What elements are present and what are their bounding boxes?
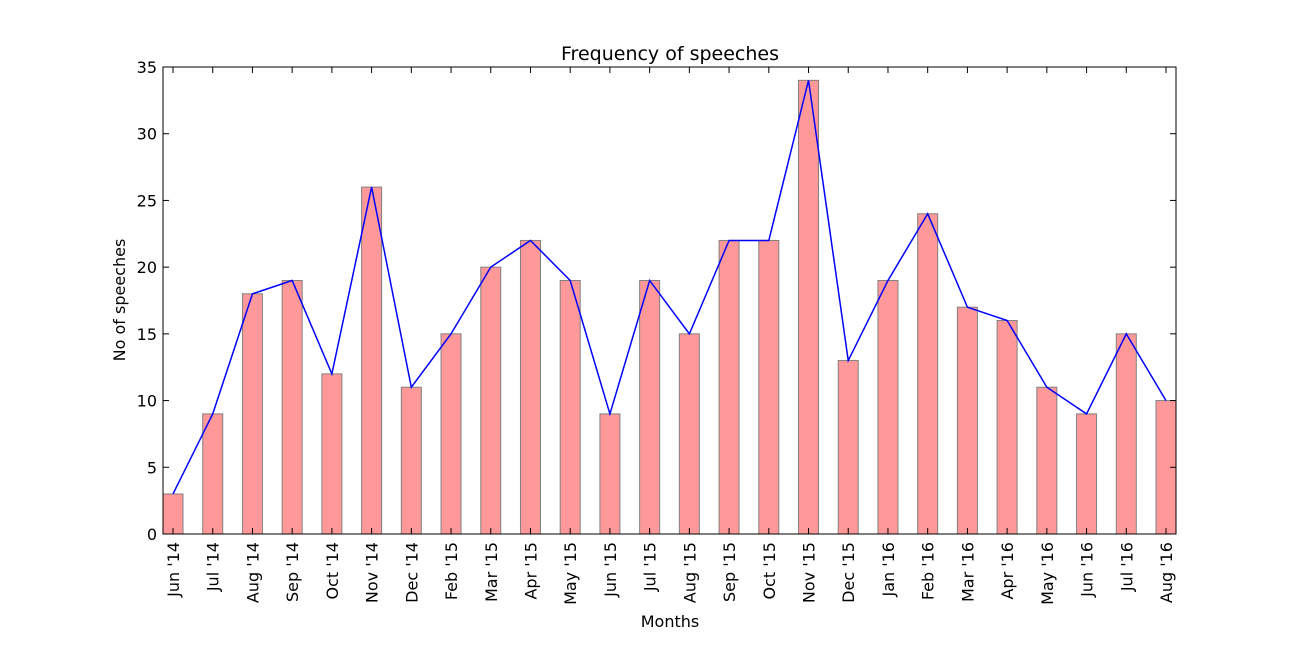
bar [321,373,343,535]
x-tick-label: Jun '15 [601,542,620,598]
x-tick-label: Sep '14 [283,542,302,602]
x-tick-label: Nov '14 [363,542,382,603]
bar [917,213,939,535]
y-tick-label: 35 [137,58,157,77]
x-axis-label: Months [641,612,699,631]
x-tick-label: Jun '16 [1078,542,1097,598]
x-tick-label: Feb '15 [442,542,461,600]
bar [1076,413,1098,535]
bar [639,279,661,535]
y-tick-label: 15 [137,325,157,344]
y-tick-label: 10 [137,392,157,411]
x-tick-label: Jan '16 [879,542,898,598]
bar [281,279,303,535]
x-tick-label: Nov '15 [800,542,819,603]
x-tick-label: Dec '15 [839,542,858,603]
x-tick-label: Aug '14 [243,542,262,603]
series-line [172,80,1167,495]
x-tick-label: Sep '15 [720,542,739,602]
bar [758,239,780,535]
x-tick-label: Mar '16 [958,542,977,602]
x-tick-label: May '16 [1038,542,1057,605]
y-tick-label: 25 [137,191,157,210]
bar [1036,386,1058,535]
x-tick-label: Mar '15 [482,542,501,602]
bar [440,333,462,535]
x-tick-label: Dec '14 [402,542,421,603]
y-tick-label: 30 [137,125,157,144]
bar [519,239,541,535]
chart-title: Frequency of speeches [561,43,779,65]
bar [480,266,502,535]
bar [837,360,859,535]
bar [956,306,978,535]
bar [718,239,740,535]
y-axis: 0 5 10 15 20 25 30 35 [137,58,1176,544]
x-tick-label: Apr '16 [998,542,1017,600]
bar [996,320,1018,535]
bar [162,493,184,535]
bar [559,279,581,535]
bar [241,293,263,535]
x-tick-label: Jul '15 [641,542,660,592]
x-tick-label: May '15 [561,542,580,605]
plot-frame [162,66,1177,535]
bar [202,413,224,535]
x-tick-label: Jul '14 [204,542,223,592]
bar [1115,333,1137,535]
x-tick-label: Apr '15 [521,542,540,600]
y-tick-label: 5 [147,458,157,477]
x-tick-label: Feb '16 [919,542,938,600]
bars-group [162,79,1177,535]
x-tick-label: Oct '14 [323,542,342,600]
bar [678,333,700,535]
bar [361,186,383,535]
x-tick-label: Jun '14 [164,542,183,598]
bar [798,79,820,535]
y-tick-label: 20 [137,258,157,277]
bar [400,386,422,535]
x-tick-label: Aug '15 [680,542,699,603]
x-axis: Jun '14 Jul '14 Aug '14 Sep '14 Oct '14 Nov '… [164,67,1176,605]
bar [877,279,899,535]
x-tick-label: Jul '16 [1117,542,1136,592]
y-tick-label: 0 [147,525,157,544]
x-tick-label: Oct '15 [760,542,779,600]
y-axis-label: No of speeches [110,239,129,362]
bar [599,413,621,535]
line-series-group [172,80,1167,495]
x-tick-label: Aug '16 [1157,542,1176,603]
